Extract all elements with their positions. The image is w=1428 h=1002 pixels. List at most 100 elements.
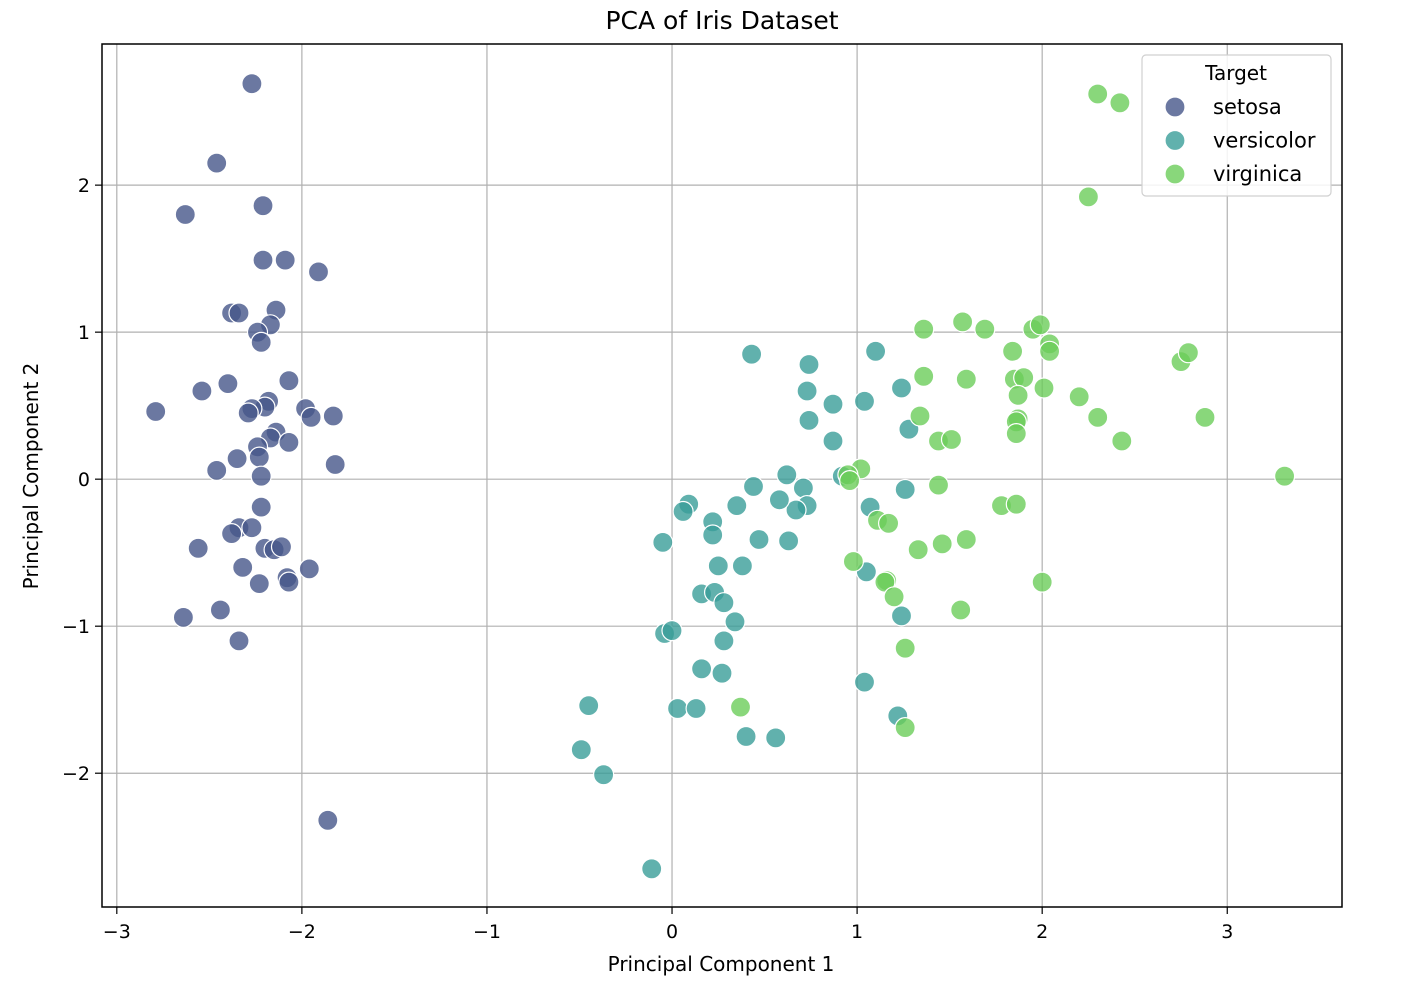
y-tick-label: 1	[78, 322, 90, 344]
data-point-virginica	[1111, 430, 1133, 452]
y-axis-label: Principal Component 2	[19, 363, 43, 590]
data-point-virginica	[883, 586, 905, 608]
data-point-virginica	[729, 696, 752, 718]
data-point-versicolor	[776, 464, 798, 486]
data-point-virginica	[913, 318, 935, 340]
data-point-setosa	[278, 431, 300, 453]
data-point-versicolor	[798, 409, 820, 431]
data-point-versicolor	[713, 592, 735, 614]
data-point-setosa	[307, 261, 330, 283]
x-tick-label: −3	[103, 921, 131, 943]
data-point-versicolor	[894, 478, 916, 501]
data-point-versicolor	[713, 630, 735, 652]
data-point-virginica	[955, 368, 977, 390]
data-point-virginica	[894, 637, 916, 659]
data-point-virginica	[1087, 406, 1109, 428]
series-setosa	[145, 73, 346, 831]
data-point-versicolor	[748, 528, 770, 551]
data-point-setosa	[300, 406, 322, 428]
data-point-setosa	[248, 572, 270, 595]
data-point-virginica	[1038, 340, 1061, 362]
x-axis-label: Principal Component 1	[608, 952, 835, 976]
y-tick-label: 0	[78, 469, 90, 491]
data-point-versicolor	[792, 477, 815, 499]
data-point-virginica	[1007, 384, 1029, 406]
data-point-versicolor	[731, 555, 754, 577]
data-point-versicolor	[724, 611, 746, 633]
data-point-virginica	[931, 533, 953, 555]
data-point-versicolor	[768, 489, 791, 511]
series-virginica	[729, 83, 1296, 739]
data-point-setosa	[209, 599, 231, 621]
data-point-virginica	[940, 428, 963, 451]
data-point-versicolor	[592, 764, 615, 786]
data-point-versicolor	[890, 377, 913, 399]
data-point-setosa	[172, 606, 194, 629]
legend-label-setosa: setosa	[1213, 95, 1282, 119]
legend-marker-virginica	[1164, 163, 1186, 185]
data-point-setosa	[317, 809, 339, 831]
data-points	[145, 73, 1296, 880]
data-point-versicolor	[798, 353, 820, 376]
data-point-versicolor	[661, 619, 683, 642]
data-point-versicolor	[890, 605, 913, 627]
data-point-virginica	[894, 716, 916, 739]
data-point-setosa	[174, 203, 196, 226]
data-point-virginica	[877, 512, 900, 534]
data-point-virginica	[909, 405, 931, 427]
data-point-virginica	[1177, 342, 1200, 364]
y-tick-label: −2	[62, 763, 90, 785]
data-point-setosa	[298, 558, 320, 580]
data-point-versicolor	[570, 739, 592, 761]
data-point-setosa	[206, 152, 228, 174]
data-point-virginica	[974, 318, 996, 340]
data-point-versicolor	[707, 555, 729, 577]
x-tick-label: 3	[1221, 921, 1233, 943]
data-point-virginica	[842, 550, 865, 573]
legend-label-virginica: virginica	[1213, 162, 1302, 186]
data-point-virginica	[1033, 377, 1055, 399]
data-point-versicolor	[822, 393, 844, 415]
legend-marker-setosa	[1164, 96, 1186, 118]
axis-ticks: −3 −2 −1 0 1 2 3 −2 −1 0 1 2	[62, 175, 1233, 943]
data-point-versicolor	[702, 524, 724, 546]
data-point-virginica	[1029, 314, 1051, 336]
data-point-setosa	[324, 453, 346, 476]
data-point-versicolor	[672, 500, 694, 523]
data-point-versicolor	[578, 694, 600, 717]
data-point-virginica	[1001, 340, 1024, 362]
data-point-versicolor	[864, 340, 887, 362]
data-point-setosa	[252, 195, 274, 217]
data-point-virginica	[1077, 186, 1100, 208]
data-point-versicolor	[765, 727, 787, 749]
data-point-versicolor	[735, 725, 757, 748]
data-point-versicolor	[822, 430, 844, 452]
data-point-setosa	[241, 517, 263, 539]
data-point-virginica	[927, 474, 950, 496]
data-point-virginica	[1031, 571, 1053, 593]
data-point-versicolor	[666, 697, 689, 720]
data-point-virginica	[950, 599, 972, 621]
data-point-versicolor	[652, 531, 674, 554]
data-point-setosa	[221, 522, 243, 545]
data-point-versicolor	[726, 495, 748, 517]
data-point-setosa	[228, 630, 250, 652]
data-point-virginica	[1068, 386, 1090, 408]
chart-title: PCA of Iris Dataset	[605, 6, 838, 35]
data-point-versicolor	[777, 530, 800, 552]
data-point-virginica	[955, 528, 977, 551]
data-point-versicolor	[690, 658, 713, 680]
data-point-setosa	[145, 400, 167, 423]
legend-marker-versicolor	[1164, 129, 1186, 152]
data-point-virginica	[1005, 423, 1027, 445]
data-point-versicolor	[785, 499, 807, 521]
data-point-virginica	[907, 539, 929, 561]
data-point-versicolor	[740, 343, 763, 365]
legend-box	[1141, 54, 1332, 197]
gridlines	[102, 44, 1342, 907]
data-point-setosa	[322, 405, 344, 427]
series-versicolor	[570, 340, 920, 880]
data-point-setosa	[217, 373, 239, 395]
data-point-virginica	[1005, 493, 1027, 515]
